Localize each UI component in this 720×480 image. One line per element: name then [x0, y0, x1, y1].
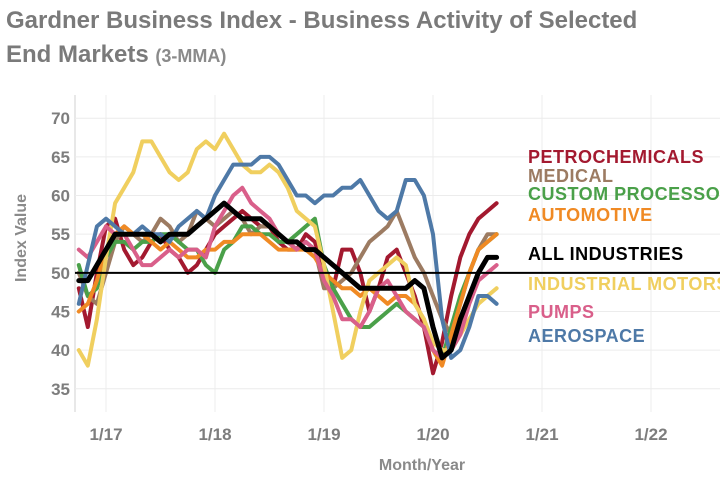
y-tick-label: 65 [51, 148, 70, 167]
y-tick-label: 70 [51, 109, 70, 128]
legend-label-automotive: AUTOMOTIVE [528, 205, 653, 225]
x-tick-label: 1/19 [307, 425, 340, 444]
y-axis-ticks: 35 40 45 50 55 60 65 70 [51, 109, 70, 399]
y-tick-label: 35 [51, 380, 70, 399]
x-tick-label: 1/17 [89, 425, 122, 444]
series-line-industrial-motors [76, 131, 499, 368]
series-line-all-industries [76, 200, 500, 361]
legend-label-custom-processors: CUSTOM PROCESSORS [528, 184, 720, 204]
y-tick-label: 45 [51, 302, 70, 321]
y-axis-label: Index Value [13, 194, 30, 282]
legend-label-petrochemicals: PETROCHEMICALS [528, 147, 704, 167]
y-tick-label: 40 [51, 341, 70, 360]
y-tick-label: 60 [51, 187, 70, 206]
chart-subtitle: (3-MMA) [155, 46, 227, 66]
chart-title: Gardner Business Index - Business Activi… [6, 4, 720, 73]
x-tick-label: 1/20 [416, 425, 449, 444]
x-axis-ticks: 1/17 1/18 1/19 1/20 1/21 1/22 [89, 425, 667, 444]
legend-label-aerospace: AEROSPACE [528, 326, 645, 346]
series-lines [76, 131, 500, 376]
series-line-aerospace [76, 154, 499, 360]
x-tick-label: 1/18 [198, 425, 231, 444]
chart-title-line1: Gardner Business Index - Business Activi… [6, 7, 638, 34]
legend-label-medical: MEDICAL [528, 166, 614, 186]
x-tick-label: 1/21 [525, 425, 558, 444]
x-tick-label: 1/22 [634, 425, 667, 444]
chart-title-line2-text: End Markets [6, 41, 149, 68]
legend-label-pumps: PUMPS [528, 302, 595, 322]
chart-title-line2: End Markets (3-MMA) [6, 38, 720, 73]
y-tick-label: 55 [51, 225, 70, 244]
y-tick-label: 50 [51, 264, 70, 283]
legend-label-all-industries: ALL INDUSTRIES [528, 244, 684, 264]
x-axis-label: Month/Year [379, 457, 465, 474]
legend-label-industrial-motors: INDUSTRIAL MOTORS [528, 274, 720, 294]
